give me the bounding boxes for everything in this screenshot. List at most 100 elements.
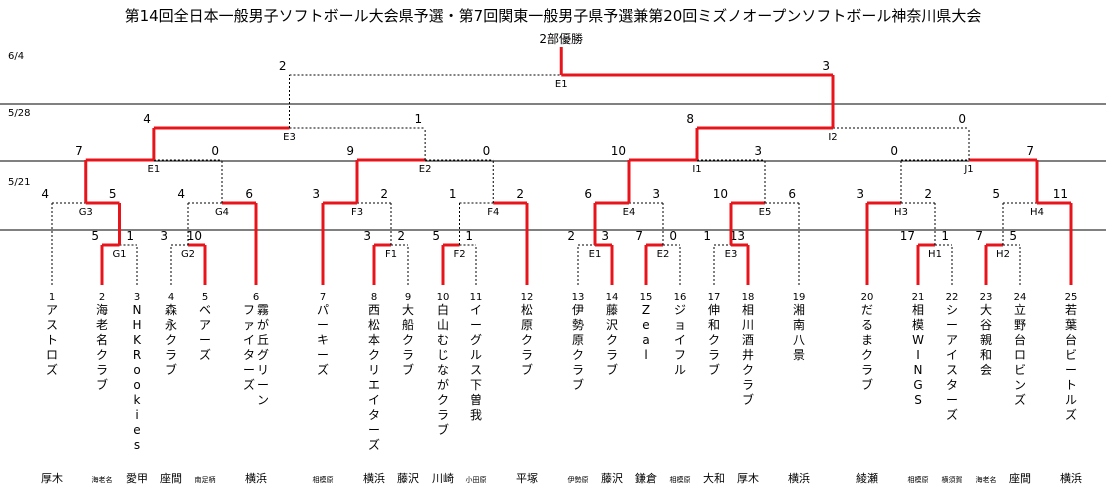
team-city: 海老名 bbox=[92, 475, 113, 484]
team-number: 21 bbox=[912, 292, 925, 303]
team-name-char: リ bbox=[257, 363, 269, 377]
team-name-char: イ bbox=[946, 348, 958, 362]
team-number: 6 bbox=[253, 292, 259, 303]
team-name-char: N bbox=[133, 303, 142, 317]
score-left: 3 bbox=[312, 187, 320, 201]
team-name-char: ク bbox=[742, 363, 754, 377]
team-name-char: s bbox=[134, 438, 140, 452]
team-name-char: ズ bbox=[317, 362, 329, 377]
team-name-char: 立 bbox=[1014, 302, 1026, 317]
team-city: 座間 bbox=[1009, 471, 1031, 485]
team-name-char: ク bbox=[96, 348, 108, 362]
team-name-char: 白 bbox=[437, 302, 449, 317]
team-city: 藤沢 bbox=[601, 471, 623, 485]
team-name-char: イ bbox=[368, 393, 380, 407]
score-right: 7 bbox=[1026, 144, 1034, 158]
team-city: 横浜 bbox=[788, 471, 810, 485]
team-name-char: ョ bbox=[674, 318, 686, 332]
team-number: 15 bbox=[640, 292, 653, 303]
team-name-char: 湘 bbox=[793, 302, 805, 317]
team-name-char: 伊 bbox=[572, 303, 584, 317]
team-name-char: ジ bbox=[674, 303, 686, 317]
score-left: 5 bbox=[992, 187, 1000, 201]
score-right: 0 bbox=[483, 144, 491, 158]
team-city: 綾瀬 bbox=[856, 471, 878, 485]
score-left: 0 bbox=[890, 144, 898, 158]
score-right: 0 bbox=[669, 229, 677, 243]
team-city: 愛甲 bbox=[126, 472, 148, 485]
team-name-char: ブ bbox=[606, 362, 618, 377]
team-name-char: ラ bbox=[521, 348, 533, 362]
team-name-char: ズ bbox=[243, 377, 255, 392]
team-name-char: ズ bbox=[1065, 407, 1077, 422]
score-left: 2 bbox=[279, 59, 287, 73]
team-name-char: ス bbox=[470, 363, 482, 377]
score-left: 10 bbox=[713, 187, 728, 201]
team-name-char: タ bbox=[946, 378, 958, 392]
team-name-char: 酒 bbox=[742, 333, 754, 347]
team-name-char: ー bbox=[317, 318, 329, 332]
score-left: 5 bbox=[432, 229, 440, 243]
team-name-char: ク bbox=[402, 333, 414, 347]
match-label: F1 bbox=[385, 249, 397, 260]
team-name-char: ス bbox=[46, 318, 58, 332]
team-number: 25 bbox=[1065, 292, 1078, 303]
team-number: 10 bbox=[437, 292, 450, 303]
team-number: 5 bbox=[202, 292, 208, 303]
team-name-char: ラ bbox=[861, 363, 873, 377]
score-left: 4 bbox=[41, 187, 49, 201]
match-label: E3 bbox=[725, 249, 738, 260]
team-name-char: シ bbox=[946, 303, 958, 317]
team-name-char: 模 bbox=[912, 318, 924, 332]
team-name-char: ー bbox=[368, 423, 380, 437]
team-city: 相模原 bbox=[908, 475, 929, 484]
team-city: 横浜 bbox=[1060, 471, 1082, 485]
team-name-char: e bbox=[642, 318, 649, 332]
team-name-char: エ bbox=[368, 378, 380, 392]
score-left: 3 bbox=[856, 187, 864, 201]
team-city: 横浜 bbox=[245, 471, 267, 485]
team-name-char: ア bbox=[199, 318, 211, 332]
team-name-char: ク bbox=[165, 333, 177, 347]
team-number: 7 bbox=[320, 292, 326, 303]
team-name-char: 海 bbox=[96, 302, 108, 317]
team-city: 横須賀 bbox=[942, 475, 963, 484]
team-name-char: ー bbox=[470, 318, 482, 332]
team-name-char: o bbox=[133, 378, 140, 392]
team-name-char: 松 bbox=[521, 303, 533, 317]
team-number: 24 bbox=[1014, 292, 1027, 303]
team-number: 13 bbox=[572, 292, 585, 303]
team-city: 厚木 bbox=[41, 472, 63, 485]
match-label: E4 bbox=[623, 207, 636, 218]
team-name-char: H bbox=[132, 318, 141, 332]
team-name-char: 山 bbox=[437, 318, 449, 332]
team-name-char: ま bbox=[861, 333, 873, 347]
match-label: G2 bbox=[181, 249, 195, 260]
team-name-char: だ bbox=[861, 303, 873, 317]
team-name-char: 船 bbox=[402, 318, 414, 332]
team-name-char: ブ bbox=[402, 362, 414, 377]
team-name-char: ブ bbox=[708, 362, 720, 377]
team-name-char: ブ bbox=[521, 362, 533, 377]
team-number: 11 bbox=[470, 292, 483, 303]
team-city: 相模原 bbox=[313, 475, 334, 484]
team-name-char: ク bbox=[368, 348, 380, 362]
team-name-char: グ bbox=[470, 333, 482, 347]
score-right: 0 bbox=[211, 144, 219, 158]
team-name-char: 原 bbox=[572, 333, 584, 347]
match-label: J1 bbox=[963, 164, 973, 175]
match-label: G1 bbox=[112, 249, 126, 260]
team-name-char: 井 bbox=[742, 348, 754, 362]
date-label: 5/28 bbox=[8, 108, 30, 119]
team-name-char: 下 bbox=[470, 378, 482, 392]
match-label: G3 bbox=[79, 207, 93, 218]
team-number: 3 bbox=[134, 292, 140, 303]
team-name-char: 老 bbox=[96, 318, 108, 332]
team-number: 23 bbox=[980, 292, 993, 303]
team-number: 22 bbox=[946, 292, 959, 303]
team-city: 川崎 bbox=[432, 471, 454, 485]
team-name-char: 曽 bbox=[470, 392, 482, 407]
team-name-char: W bbox=[912, 333, 924, 347]
team-name-char: ブ bbox=[165, 362, 177, 377]
